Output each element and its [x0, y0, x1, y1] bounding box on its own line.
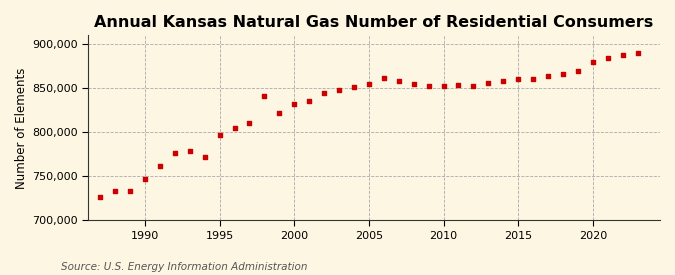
- Text: Source: U.S. Energy Information Administration: Source: U.S. Energy Information Administ…: [61, 262, 307, 272]
- Point: [229, 126, 240, 130]
- Point: [468, 83, 479, 88]
- Point: [184, 148, 195, 153]
- Point: [543, 74, 554, 78]
- Point: [483, 81, 493, 85]
- Point: [125, 189, 136, 193]
- Point: [289, 102, 300, 106]
- Title: Annual Kansas Natural Gas Number of Residential Consumers: Annual Kansas Natural Gas Number of Resi…: [95, 15, 653, 30]
- Point: [214, 133, 225, 137]
- Point: [244, 121, 255, 126]
- Point: [333, 88, 344, 92]
- Point: [423, 84, 434, 89]
- Y-axis label: Number of Elements: Number of Elements: [15, 67, 28, 189]
- Point: [319, 91, 329, 96]
- Point: [394, 79, 404, 83]
- Point: [572, 68, 583, 73]
- Point: [513, 77, 524, 82]
- Point: [602, 56, 613, 60]
- Point: [274, 111, 285, 115]
- Point: [617, 53, 628, 57]
- Point: [199, 155, 210, 159]
- Point: [95, 194, 105, 199]
- Point: [408, 82, 419, 86]
- Point: [109, 189, 120, 193]
- Point: [438, 84, 449, 89]
- Point: [558, 72, 568, 76]
- Point: [155, 164, 165, 168]
- Point: [498, 79, 509, 83]
- Point: [259, 94, 270, 98]
- Point: [363, 82, 374, 86]
- Point: [140, 177, 151, 181]
- Point: [169, 150, 180, 155]
- Point: [348, 85, 359, 89]
- Point: [632, 51, 643, 55]
- Point: [587, 60, 598, 64]
- Point: [379, 75, 389, 80]
- Point: [528, 76, 539, 81]
- Point: [453, 82, 464, 87]
- Point: [304, 98, 315, 103]
